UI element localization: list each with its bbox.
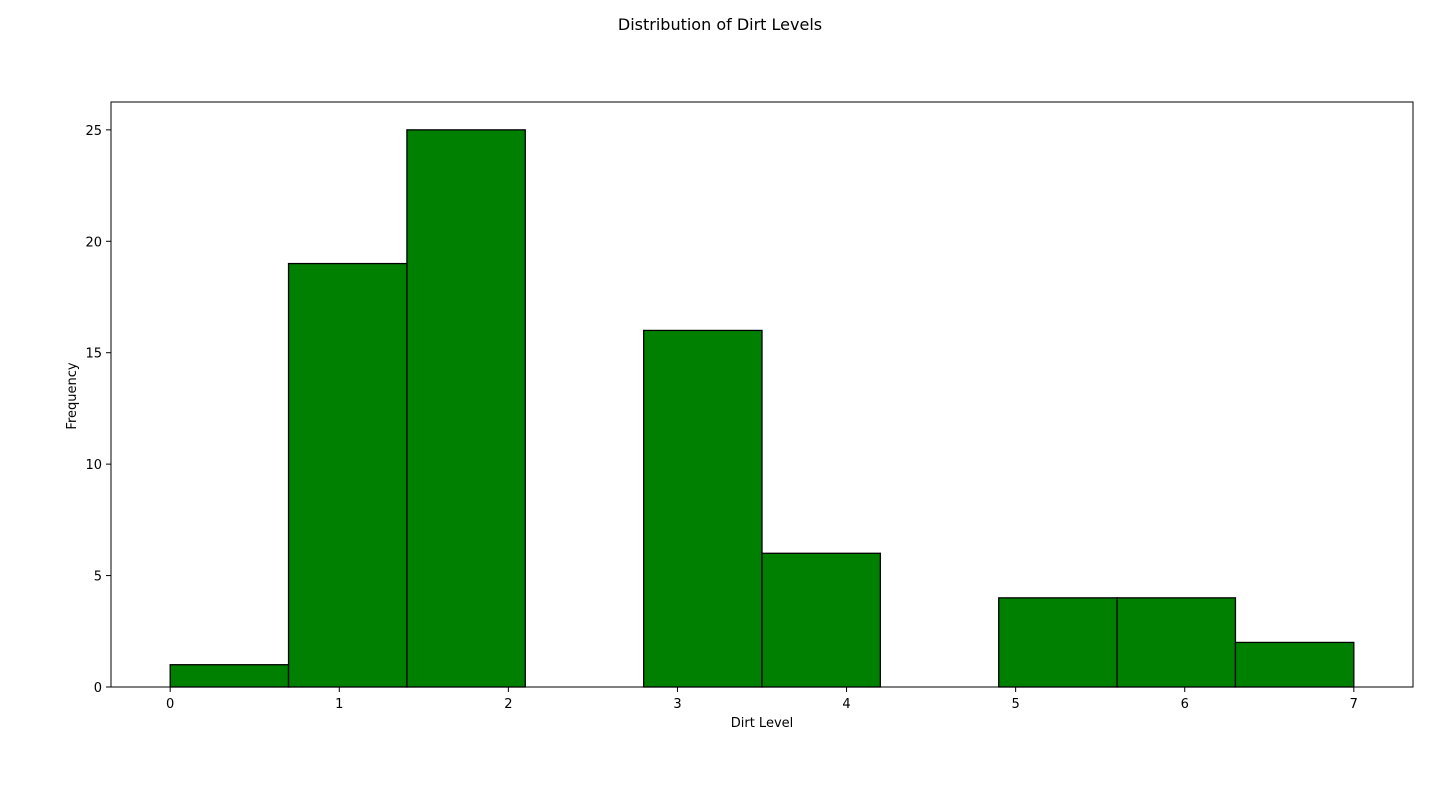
y-tick-label: 15: [85, 347, 102, 362]
histogram-bar: [1234, 641, 1355, 688]
histogram-bar: [1116, 597, 1237, 688]
bars-group: [169, 129, 1355, 688]
histogram-bar: [169, 664, 290, 688]
y-tick-label: 25: [85, 124, 102, 139]
x-tick-label: 0: [166, 697, 174, 712]
histogram-bar: [642, 329, 763, 688]
plot-frame: [110, 101, 1414, 688]
y-tick-label: 5: [94, 570, 102, 585]
x-tick-label: 7: [1350, 697, 1358, 712]
y-tick-label: 10: [85, 458, 102, 473]
y-axis-ticks: 0 5 10 15 20 25: [85, 124, 111, 696]
x-tick-label: 1: [335, 697, 343, 712]
y-tick-label: 0: [94, 681, 102, 696]
x-tick-label: 5: [1011, 697, 1019, 712]
x-tick-label: 6: [1181, 697, 1189, 712]
histogram-bar: [998, 597, 1118, 688]
x-axis-label: Dirt Level: [731, 716, 794, 731]
x-tick-label: 3: [673, 697, 681, 712]
histogram-bar: [406, 129, 526, 688]
histogram-bar: [287, 262, 408, 688]
x-tick-label: 2: [504, 697, 512, 712]
y-tick-label: 20: [85, 235, 102, 250]
histogram-bar: [761, 552, 882, 688]
x-tick-label: 4: [842, 697, 850, 712]
x-axis-ticks: 0 1 2 3 4 5 6 7: [166, 687, 1358, 712]
chart-title: Distribution of Dirt Levels: [618, 15, 822, 34]
y-axis-label: Frequency: [65, 362, 80, 429]
